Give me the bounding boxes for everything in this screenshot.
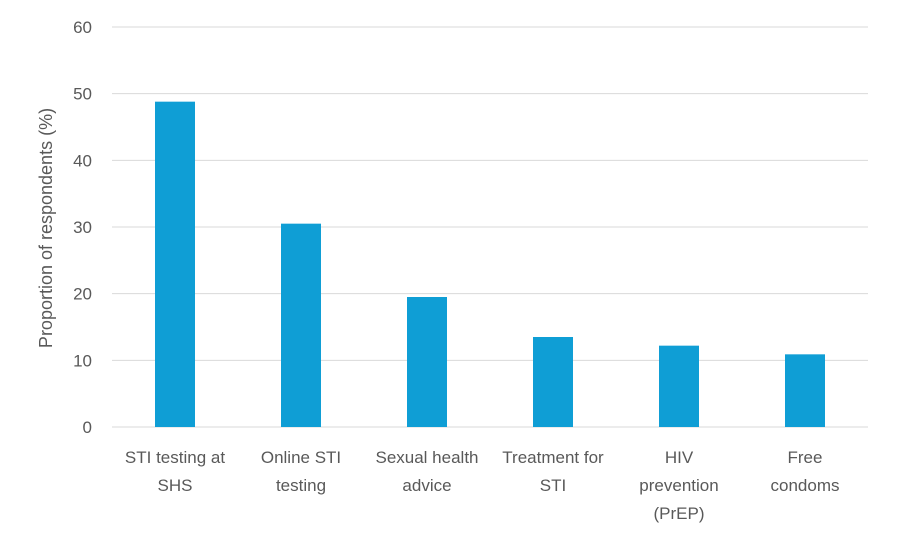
bars xyxy=(155,101,825,428)
bar-3 xyxy=(533,337,573,427)
y-tick-label: 0 xyxy=(83,418,92,437)
bar-2 xyxy=(407,297,447,427)
category-label-line: Free xyxy=(788,448,823,467)
category-label: Online STI testing xyxy=(261,448,341,495)
category-label-line: Online STI xyxy=(261,448,341,467)
y-tick-label: 60 xyxy=(73,18,92,37)
category-label-line: Treatment for xyxy=(502,448,604,467)
category-label: Sexual health advice xyxy=(375,448,478,495)
category-label-line: (PrEP) xyxy=(654,504,705,523)
y-tick-label: 40 xyxy=(73,151,92,170)
category-label-line: prevention xyxy=(639,476,718,495)
y-tick-label: 10 xyxy=(73,351,92,370)
category-label-line: Sexual health xyxy=(375,448,478,467)
y-tick-label: 50 xyxy=(73,85,92,104)
category-label-line: STI xyxy=(540,476,566,495)
category-label: STI testing at SHS xyxy=(125,448,225,495)
y-axis-ticks: 0 10 20 30 40 50 60 xyxy=(73,18,92,437)
bar-5 xyxy=(785,354,825,427)
category-label-line: advice xyxy=(402,476,451,495)
category-label-line: STI testing at xyxy=(125,448,225,467)
y-tick-label: 30 xyxy=(73,218,92,237)
x-axis-categories: STI testing at SHS Online STI testing Sexual… xyxy=(125,448,840,523)
category-label-line: condoms xyxy=(771,476,840,495)
bar-1 xyxy=(281,223,321,427)
category-label: HIV prevention (PrEP) xyxy=(639,448,718,523)
category-label-line: SHS xyxy=(158,476,193,495)
gridlines xyxy=(112,26,868,428)
y-tick-label: 20 xyxy=(73,285,92,304)
category-label-line: testing xyxy=(276,476,326,495)
category-label-line: HIV xyxy=(665,448,694,467)
category-label: Free condoms xyxy=(771,448,840,495)
bar-0 xyxy=(155,101,195,428)
y-axis-label: Proportion of respondents (%) xyxy=(36,108,56,348)
bar-4 xyxy=(659,345,699,427)
category-label: Treatment for STI xyxy=(502,448,604,495)
